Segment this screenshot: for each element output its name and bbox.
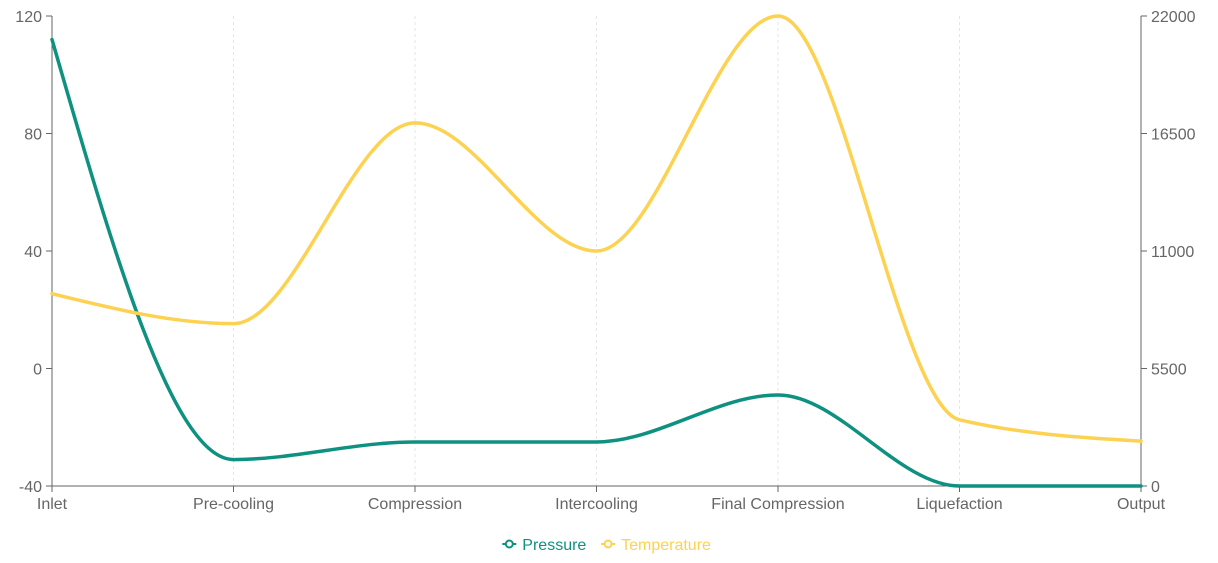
right-axis-tick-label: 5500	[1151, 362, 1187, 379]
legend-temperature-marker-icon	[603, 539, 613, 549]
x-axis-tick-label: Final Compression	[711, 496, 844, 513]
x-axis-tick-label: Inlet	[37, 496, 68, 513]
legend-pressure-label: Pressure	[522, 537, 586, 554]
legend-item-temperature[interactable]: Temperature	[601, 537, 711, 554]
temperature-line	[50, 14, 1143, 443]
left-axis-tick-label: 120	[15, 9, 42, 26]
right-axis-tick-label: 0	[1151, 479, 1160, 496]
legend-item-pressure[interactable]: Pressure	[502, 537, 586, 554]
x-axis-tick-label: Intercooling	[555, 496, 638, 513]
pressure-line	[50, 37, 1143, 488]
left-axis-tick-label: 0	[33, 362, 42, 379]
series-lines	[50, 14, 1143, 488]
x-axis-tick-label: Pre-cooling	[193, 496, 274, 513]
left-axis-tick-label: 80	[24, 127, 42, 144]
legend-temperature-label: Temperature	[621, 537, 711, 554]
x-axis-tick-label: Output	[1117, 496, 1166, 513]
legend-pressure-marker-icon	[504, 539, 514, 549]
right-axis-tick-label: 11000	[1151, 244, 1194, 261]
x-axis-tick-label: Liquefaction	[916, 496, 1002, 513]
left-axis-tick-label: -40	[19, 479, 42, 496]
axes: -40 0 40 80 120 0 5500 11000 16500 22000 Inlet Pre-…	[15, 9, 1195, 513]
left-axis-tick-label: 40	[24, 244, 42, 261]
x-axis-tick-label: Compression	[368, 496, 462, 513]
right-axis-tick-label: 16500	[1151, 127, 1196, 144]
legend[interactable]: Pressure Temperature	[502, 537, 711, 554]
right-axis-tick-label: 22000	[1151, 9, 1196, 26]
